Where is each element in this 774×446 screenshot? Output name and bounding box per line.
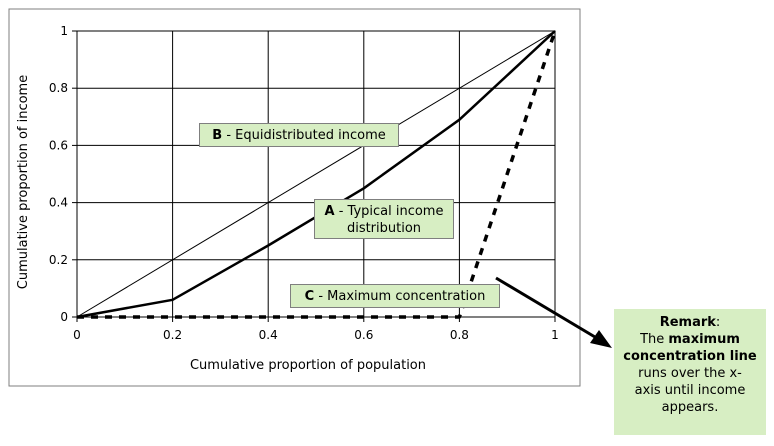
tick-labels: 0 0.2 0.4 0.6 0.8 1 0 0.2 0.4 0.6 0.8 1 xyxy=(49,24,559,342)
y-tick-label: 0.6 xyxy=(49,138,68,152)
remark-line2-bold: concentration line xyxy=(623,349,757,364)
y-tick-label: 0.4 xyxy=(49,196,68,210)
remark-line2: concentration line xyxy=(614,348,766,365)
x-tick-label: 0.4 xyxy=(259,328,278,342)
remark-line4: axis until income xyxy=(634,383,746,398)
y-tick-label: 0 xyxy=(60,310,68,324)
remark-line5: appears. xyxy=(661,400,719,415)
annotation-a-line1: A - Typical income xyxy=(315,203,453,220)
remark-title: Remark xyxy=(659,315,716,330)
y-tick-label: 0.2 xyxy=(49,253,68,267)
x-tick-label: 1 xyxy=(551,328,559,342)
annotation-c-text: - Maximum concentration xyxy=(318,289,486,304)
remark-line1: The maximum xyxy=(614,331,766,348)
y-tick-label: 1 xyxy=(60,24,68,38)
chart-frame xyxy=(8,8,581,387)
annotation-b-text: - Equidistributed income xyxy=(226,128,386,143)
remark-arrow xyxy=(495,276,612,348)
annotation-a-text-2: distribution xyxy=(346,221,422,236)
x-axis-title: Cumulative proportion of population xyxy=(190,358,426,373)
x-tick-label: 0 xyxy=(73,328,81,342)
remark-line1-bold: maximum xyxy=(668,332,740,347)
annotation-a: A - Typical income distribution xyxy=(314,199,454,239)
remark-title-line: Remark: xyxy=(614,314,766,331)
annotation-b-letter: B xyxy=(212,128,223,143)
x-tick-label: 0.6 xyxy=(354,328,373,342)
y-tick-label: 0.8 xyxy=(49,81,68,95)
annotation-a-text-1: - Typical income xyxy=(338,204,444,219)
remark-box: Remark: The maximum concentration line r… xyxy=(614,309,766,435)
series-maximum-concentration xyxy=(77,30,557,319)
annotation-b: B - Equidistributed income xyxy=(199,123,399,147)
annotation-c-letter: C xyxy=(304,289,315,304)
remark-line1-pre: The xyxy=(640,332,669,347)
annotation-c: C - Maximum concentration xyxy=(290,284,500,308)
annotation-a-letter: A xyxy=(324,204,335,219)
remark-line3: runs over the x- xyxy=(638,366,742,381)
x-tick-label: 0.8 xyxy=(450,328,469,342)
remark-colon: : xyxy=(715,315,721,330)
y-axis-title: Cumulative proportion of income xyxy=(16,75,31,289)
x-tick-label: 0.2 xyxy=(163,328,182,342)
series-equidistribution xyxy=(76,30,556,318)
